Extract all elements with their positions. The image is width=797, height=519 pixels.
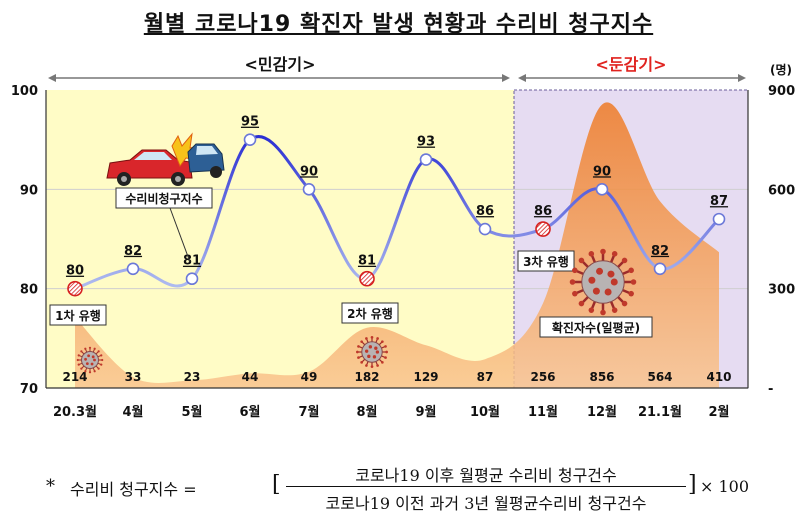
index-data-label: 81 — [358, 254, 376, 269]
x-tick-label: 11월 — [528, 404, 558, 420]
right-axis-unit: (명) — [770, 63, 792, 77]
index-point — [243, 133, 257, 146]
cases-data-label: 33 — [125, 370, 142, 384]
index-series-leader — [169, 207, 191, 263]
x-tick-label: 10월 — [470, 404, 500, 420]
cases-data-label: 564 — [647, 370, 672, 384]
wave-label-2-box — [341, 302, 399, 324]
x-tick-label: 2월 — [708, 404, 729, 420]
footnote-star: * — [46, 476, 55, 497]
arrow-head — [738, 74, 746, 82]
x-tick-label: 20.3월 — [53, 404, 97, 420]
car-crash-icon — [106, 132, 225, 186]
cases-data-label: 256 — [530, 370, 555, 384]
index-point — [126, 262, 140, 276]
virus-icon — [76, 346, 104, 374]
x-tick-label: 6월 — [239, 404, 260, 420]
wave-label-3-box — [517, 250, 575, 272]
index-data-label: 95 — [241, 115, 259, 130]
index-point — [535, 221, 551, 237]
cases-data-label: 214 — [62, 370, 87, 384]
cases-series-label-box — [539, 316, 653, 338]
index-data-label: 93 — [417, 135, 435, 150]
x-tick-label: 8월 — [356, 404, 377, 420]
x-tick-label: 4월 — [122, 404, 143, 420]
arrow-head — [518, 74, 526, 82]
index-data-label: 81 — [183, 254, 201, 269]
x-tick-label: 9월 — [415, 404, 436, 420]
index-data-label: 86 — [476, 204, 494, 219]
right-tick-label: 300 — [768, 283, 795, 298]
x-tick-label: 7월 — [298, 404, 319, 420]
index-series-label: 수리비청구지수 — [125, 191, 202, 206]
index-data-label: 90 — [300, 164, 318, 179]
index-point — [478, 222, 492, 236]
arrow-head — [48, 74, 56, 82]
sensitive-period-bg — [46, 90, 514, 388]
left-tick-label: 100 — [11, 84, 38, 99]
index-point — [359, 270, 375, 287]
x-tick-label: 5월 — [181, 404, 202, 420]
left-tick-label: 90 — [20, 183, 38, 198]
index-data-label: 87 — [710, 194, 728, 209]
chart-title: 월별 코로나19 확진자 발생 현황과 수리비 청구지수 — [143, 12, 654, 37]
index-data-label: 80 — [66, 264, 84, 279]
right-tick-label: 600 — [768, 183, 795, 198]
index-data-label: 82 — [124, 244, 142, 259]
formula: * 수리비 청구지수 = [ 코로나19 이후 월평균 수리비 청구건수 코로나… — [46, 460, 786, 516]
cases-series-label: 확진자수(일평균) — [552, 320, 640, 335]
cases-data-label: 410 — [706, 370, 731, 384]
right-tick-label: - — [768, 382, 773, 397]
index-point — [419, 153, 433, 166]
formula-numerator: 코로나19 이후 월평균 수리비 청구건수 — [355, 466, 617, 485]
index-data-label: 90 — [593, 164, 611, 179]
formula-bracket-left: [ — [272, 472, 281, 497]
chart-canvas: 70 80 90 100 - 300 600 900 (명) <민감기> <둔감기> 80 82 81 95… — [11, 55, 795, 420]
left-tick-label: 70 — [20, 382, 38, 397]
cases-data-label: 182 — [354, 370, 379, 384]
index-series-label-box — [115, 187, 213, 209]
left-tick-label: 80 — [20, 283, 38, 298]
formula-denominator: 코로나19 이전 과거 3년 월평균수리비 청구건수 — [325, 494, 647, 513]
formula-lhs: 수리비 청구지수 = — [70, 480, 197, 499]
arrow-head — [502, 74, 510, 82]
cases-data-label: 49 — [301, 370, 318, 384]
formula-fraction-bar — [286, 486, 686, 487]
right-tick-label: 900 — [768, 84, 795, 99]
index-point — [185, 272, 199, 286]
wave-label-1: 1차 유행 — [55, 308, 101, 323]
period-label-insensitive: <둔감기> — [596, 55, 667, 74]
x-tick-label: 21.1월 — [638, 404, 682, 420]
cases-data-label: 23 — [184, 370, 201, 384]
index-point — [595, 183, 609, 196]
index-data-label: 82 — [651, 244, 669, 259]
formula-multiplier: × 100 — [700, 477, 750, 496]
virus-icon — [569, 248, 637, 316]
index-point — [67, 280, 83, 297]
cases-data-label: 44 — [242, 370, 259, 384]
wave-label-1-box — [49, 304, 107, 326]
index-point — [653, 262, 667, 276]
index-point — [712, 212, 726, 226]
wave-label-3: 3차 유행 — [523, 254, 569, 269]
wave-label-2: 2차 유행 — [347, 306, 393, 321]
cases-data-label: 856 — [589, 370, 614, 384]
virus-icon — [356, 336, 388, 368]
index-data-label: 86 — [534, 204, 552, 219]
formula-bracket-right: ] — [688, 472, 697, 497]
index-point — [302, 183, 316, 196]
cases-data-label: 87 — [477, 370, 494, 384]
x-tick-label: 12월 — [587, 404, 617, 420]
cases-data-label: 129 — [413, 370, 438, 384]
period-label-sensitive: <민감기> — [245, 55, 316, 74]
